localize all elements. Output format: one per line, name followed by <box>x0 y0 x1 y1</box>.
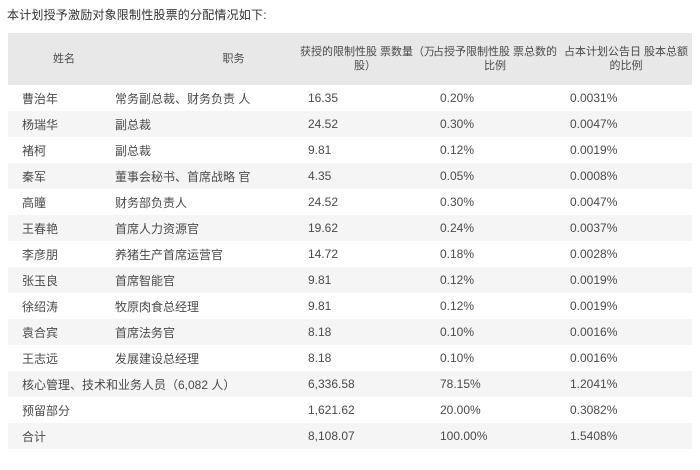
table-row: 核心管理、技术和业务人员（6,082 人） 6,336.58 78.15% 1.204… <box>8 371 692 397</box>
table-row: 王春艳 首席人力资源官 19.62 0.24% 0.0037% <box>8 215 692 241</box>
cell-shares: 24.52 <box>300 111 430 137</box>
cell-pct-of-grant: 0.05% <box>430 163 560 189</box>
cell-pct-of-capital: 0.0016% <box>560 319 692 345</box>
cell-shares: 16.35 <box>300 85 430 111</box>
cell-position: 常务副总裁、财务负责 人 <box>105 85 300 111</box>
column-header-pct-of-grant: 占授予限制性股 票总数的 比例 <box>430 33 560 85</box>
cell-shares: 19.62 <box>300 215 430 241</box>
cell-pct-of-grant: 20.00% <box>430 397 560 423</box>
cell-shares: 4.35 <box>300 163 430 189</box>
cell-pct-of-grant: 0.24% <box>430 215 560 241</box>
cell-pct-of-capital: 1.2041% <box>560 371 692 397</box>
cell-shares: 6,336.58 <box>300 371 430 397</box>
cell-pct-of-grant: 0.12% <box>430 293 560 319</box>
cell-pct-of-grant: 0.30% <box>430 189 560 215</box>
cell-pct-of-grant: 0.10% <box>430 319 560 345</box>
cell-name: 徐绍涛 <box>8 293 105 319</box>
cell-name: 袁合宾 <box>8 319 105 345</box>
column-header-name: 姓名 <box>8 33 105 85</box>
cell-shares: 9.81 <box>300 293 430 319</box>
cell-pct-of-capital: 0.0047% <box>560 111 692 137</box>
cell-name: 杨瑞华 <box>8 111 105 137</box>
cell-pct-of-capital: 0.0016% <box>560 345 692 371</box>
cell-name: 秦军 <box>8 163 105 189</box>
cell-pct-of-grant: 0.10% <box>430 345 560 371</box>
cell-pct-of-grant: 78.15% <box>430 371 560 397</box>
table-header-row: 姓名 职务 获授的限制性股 票数量（万 股） 占授予限制性股 票总数的 比例 占… <box>8 33 692 85</box>
column-header-position-label: 职务 <box>222 53 245 65</box>
table-row: 袁合宾 首席法务官 8.18 0.10% 0.0016% <box>8 319 692 345</box>
table-row: 预留部分 1,621.62 20.00% 0.3082% <box>8 397 692 423</box>
table-row: 杨瑞华 副总裁 24.52 0.30% 0.0047% <box>8 111 692 137</box>
cell-position: 首席法务官 <box>105 319 300 345</box>
cell-name: 高瞳 <box>8 189 105 215</box>
column-header-pct-of-capital: 占本计划公告日 股本总额 的比例 <box>560 33 692 85</box>
cell-shares: 24.52 <box>300 189 430 215</box>
cell-pct-of-grant: 0.12% <box>430 137 560 163</box>
cell-pct-of-capital: 1.5408% <box>560 423 692 449</box>
cell-position: 副总裁 <box>105 137 300 163</box>
cell-pct-of-capital: 0.0047% <box>560 189 692 215</box>
table-row: 王志远 发展建设总经理 8.18 0.10% 0.0016% <box>8 345 692 371</box>
cell-position: 财务部负责人 <box>105 189 300 215</box>
column-header-position: 职务 <box>105 33 300 85</box>
cell-name: 合计 <box>8 423 300 449</box>
column-header-name-label: 姓名 <box>53 53 75 65</box>
table-row: 张玉良 首席智能官 9.81 0.12% 0.0019% <box>8 267 692 293</box>
cell-name: 预留部分 <box>8 397 300 423</box>
cell-shares: 1,621.62 <box>300 397 430 423</box>
cell-pct-of-grant: 100.00% <box>430 423 560 449</box>
cell-shares: 8.18 <box>300 319 430 345</box>
table-header: 姓名 职务 获授的限制性股 票数量（万 股） 占授予限制性股 票总数的 比例 占… <box>8 33 692 85</box>
table-row: 徐绍涛 牧原肉食总经理 9.81 0.12% 0.0019% <box>8 293 692 319</box>
table-row: 褚柯 副总裁 9.81 0.12% 0.0019% <box>8 137 692 163</box>
table-body: 曹治年 常务副总裁、财务负责 人 16.35 0.20% 0.0031% 杨瑞华 副总裁 24… <box>8 85 692 449</box>
cell-pct-of-capital: 0.0008% <box>560 163 692 189</box>
cell-name: 张玉良 <box>8 267 105 293</box>
cell-shares: 8.18 <box>300 345 430 371</box>
cell-pct-of-capital: 0.0019% <box>560 293 692 319</box>
cell-name: 王志远 <box>8 345 105 371</box>
cell-position: 首席人力资源官 <box>105 215 300 241</box>
cell-name: 褚柯 <box>8 137 105 163</box>
cell-name: 王春艳 <box>8 215 105 241</box>
cell-position: 牧原肉食总经理 <box>105 293 300 319</box>
cell-pct-of-grant: 0.30% <box>430 111 560 137</box>
cell-position: 发展建设总经理 <box>105 345 300 371</box>
cell-pct-of-capital: 0.0031% <box>560 85 692 111</box>
cell-position: 董事会秘书、首席战略 官 <box>105 163 300 189</box>
cell-pct-of-grant: 0.18% <box>430 241 560 267</box>
cell-shares: 14.72 <box>300 241 430 267</box>
table-row: 高瞳 财务部负责人 24.52 0.30% 0.0047% <box>8 189 692 215</box>
cell-name: 李彦朋 <box>8 241 105 267</box>
cell-shares: 9.81 <box>300 137 430 163</box>
table-row: 秦军 董事会秘书、首席战略 官 4.35 0.05% 0.0008% <box>8 163 692 189</box>
cell-name: 核心管理、技术和业务人员（6,082 人） <box>8 371 300 397</box>
cell-pct-of-grant: 0.12% <box>430 267 560 293</box>
cell-pct-of-capital: 0.0019% <box>560 267 692 293</box>
cell-shares: 9.81 <box>300 267 430 293</box>
cell-position: 副总裁 <box>105 111 300 137</box>
table-row: 曹治年 常务副总裁、财务负责 人 16.35 0.20% 0.0031% <box>8 85 692 111</box>
cell-name: 曹治年 <box>8 85 105 111</box>
cell-pct-of-grant: 0.20% <box>430 85 560 111</box>
grant-allocation-table: 姓名 职务 获授的限制性股 票数量（万 股） 占授予限制性股 票总数的 比例 占… <box>8 33 692 449</box>
cell-pct-of-capital: 0.0019% <box>560 137 692 163</box>
table-row: 李彦朋 养猪生产首席运营官 14.72 0.18% 0.0028% <box>8 241 692 267</box>
cell-position: 养猪生产首席运营官 <box>105 241 300 267</box>
cell-pct-of-capital: 0.0028% <box>560 241 692 267</box>
cell-pct-of-capital: 0.3082% <box>560 397 692 423</box>
page-title: 本计划授予激励对象限制性股票的分配情况如下: <box>7 8 267 22</box>
cell-pct-of-capital: 0.0037% <box>560 215 692 241</box>
cell-position: 首席智能官 <box>105 267 300 293</box>
column-header-shares: 获授的限制性股 票数量（万 股） <box>300 33 435 85</box>
cell-shares: 8,108.07 <box>300 423 430 449</box>
table-row: 合计 8,108.07 100.00% 1.5408% <box>8 423 692 449</box>
